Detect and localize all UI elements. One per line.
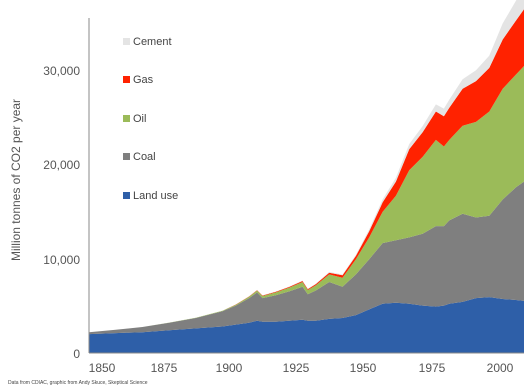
x-tick-label: 1900 (216, 361, 243, 375)
x-tick-label: 1950 (350, 361, 377, 375)
y-axis-ticks: 0 10,000 20,000 30,000 (43, 64, 80, 361)
legend-label-cement: Cement (133, 36, 172, 48)
y-axis-label: Million tonnes of CO2 per year (9, 99, 23, 261)
legend-label-coal: Coal (133, 151, 156, 163)
legend-item-oil: Oil (123, 113, 146, 125)
x-tick-label: 1850 (89, 361, 116, 375)
y-tick-label: 10,000 (43, 253, 80, 267)
x-axis-ticks: 1850 1875 1900 1925 1950 1975 2000 (89, 361, 514, 375)
x-tick-label: 1975 (419, 361, 446, 375)
legend-item-gas: Gas (123, 74, 154, 86)
legend-swatch-land-use (123, 192, 130, 199)
legend-item-cement: Cement (123, 36, 172, 48)
legend-swatch-coal (123, 153, 130, 160)
legend-swatch-gas (123, 76, 130, 83)
area-coal (89, 181, 524, 335)
y-tick-label: 0 (73, 347, 80, 361)
area-land-use (89, 297, 524, 353)
legend-swatch-cement (123, 38, 130, 45)
y-tick-label: 20,000 (43, 158, 80, 172)
x-tick-label: 1875 (151, 361, 178, 375)
legend-item-coal: Coal (123, 151, 156, 163)
legend: Cement Gas Oil Coal Land use (123, 36, 178, 202)
legend-label-gas: Gas (133, 74, 154, 86)
x-tick-label: 1925 (283, 361, 310, 375)
legend-item-land-use: Land use (123, 190, 178, 202)
y-tick-label: 30,000 (43, 64, 80, 78)
x-tick-label: 2000 (487, 361, 514, 375)
area-oil (89, 66, 524, 333)
source-note: Data from CDIAC, graphic from Andy Skuce… (8, 380, 148, 386)
legend-label-oil: Oil (133, 113, 146, 125)
area-series-group (89, 0, 524, 353)
legend-label-land-use: Land use (133, 190, 178, 202)
legend-swatch-oil (123, 115, 130, 122)
